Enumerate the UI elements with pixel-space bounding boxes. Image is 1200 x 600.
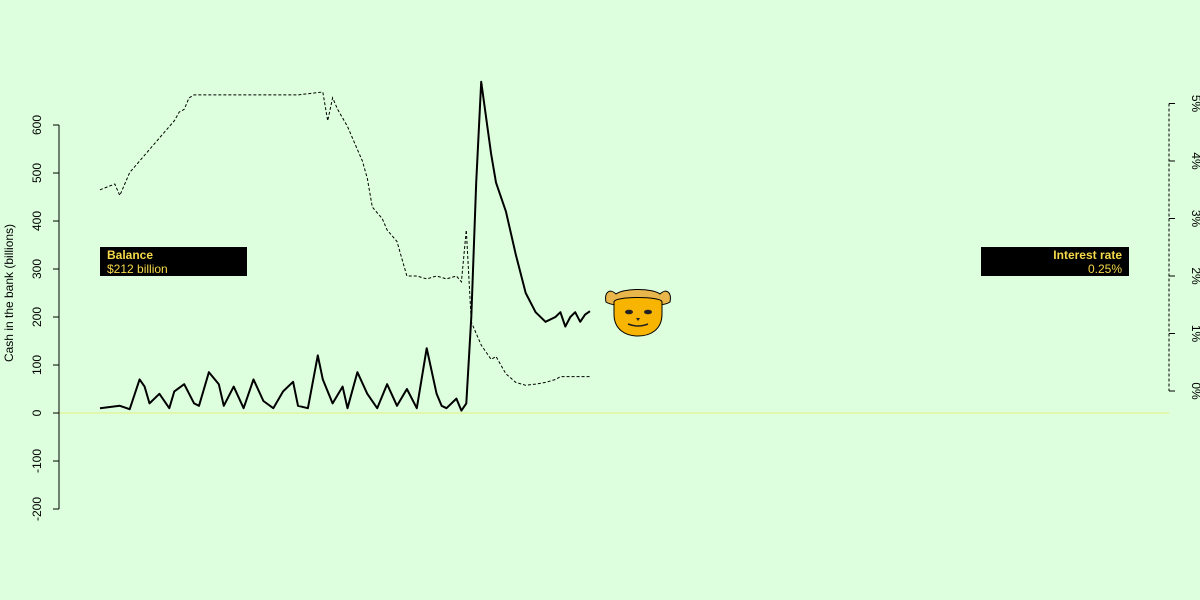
y-axis-title: Cash in the bank (billions) — [2, 224, 16, 362]
mouth-icon — [627, 323, 649, 327]
interest-rate-info-box: Interest rate 0.25% — [981, 247, 1129, 276]
left-tick-label: 400 — [30, 211, 44, 231]
right-eye-icon — [644, 309, 652, 315]
right-tick-label: 3% — [1189, 210, 1200, 228]
face-shape — [613, 297, 663, 337]
balance-info-box: Balance $212 billion — [100, 247, 247, 276]
left-tick-label: 100 — [30, 355, 44, 375]
left-tick-label: 200 — [30, 307, 44, 327]
left-tick-label: 0 — [30, 409, 44, 416]
smiling-face-with-hat-icon — [605, 289, 671, 337]
interest-rate-heading: Interest rate — [1053, 248, 1122, 262]
left-tick-label: 300 — [30, 259, 44, 279]
nose-icon — [636, 318, 640, 321]
left-tick-label: 500 — [30, 163, 44, 183]
left-eye-icon — [625, 309, 633, 315]
interest-rate-line — [99, 91, 590, 386]
right-tick-label: 0% — [1189, 382, 1200, 400]
balance-line — [99, 80, 591, 412]
interest-rate-value: 0.25% — [1087, 262, 1122, 276]
balance-heading: Balance — [107, 248, 154, 262]
right-tick-label: 1% — [1189, 325, 1200, 343]
right-tick-label: 4% — [1189, 152, 1200, 170]
right-tick-label: 5% — [1189, 95, 1200, 113]
balance-value: $212 billion — [107, 262, 168, 276]
right-tick-label: 2% — [1189, 267, 1200, 285]
left-tick-label: -200 — [30, 497, 44, 521]
left-tick-label: 600 — [30, 115, 44, 135]
left-tick-label: -100 — [30, 449, 44, 473]
right-y-axis: 0% 1% 2% 3% 4% 5% — [1168, 95, 1200, 400]
left-y-axis: -200 -100 0 100 200 300 400 500 600 — [30, 115, 60, 521]
